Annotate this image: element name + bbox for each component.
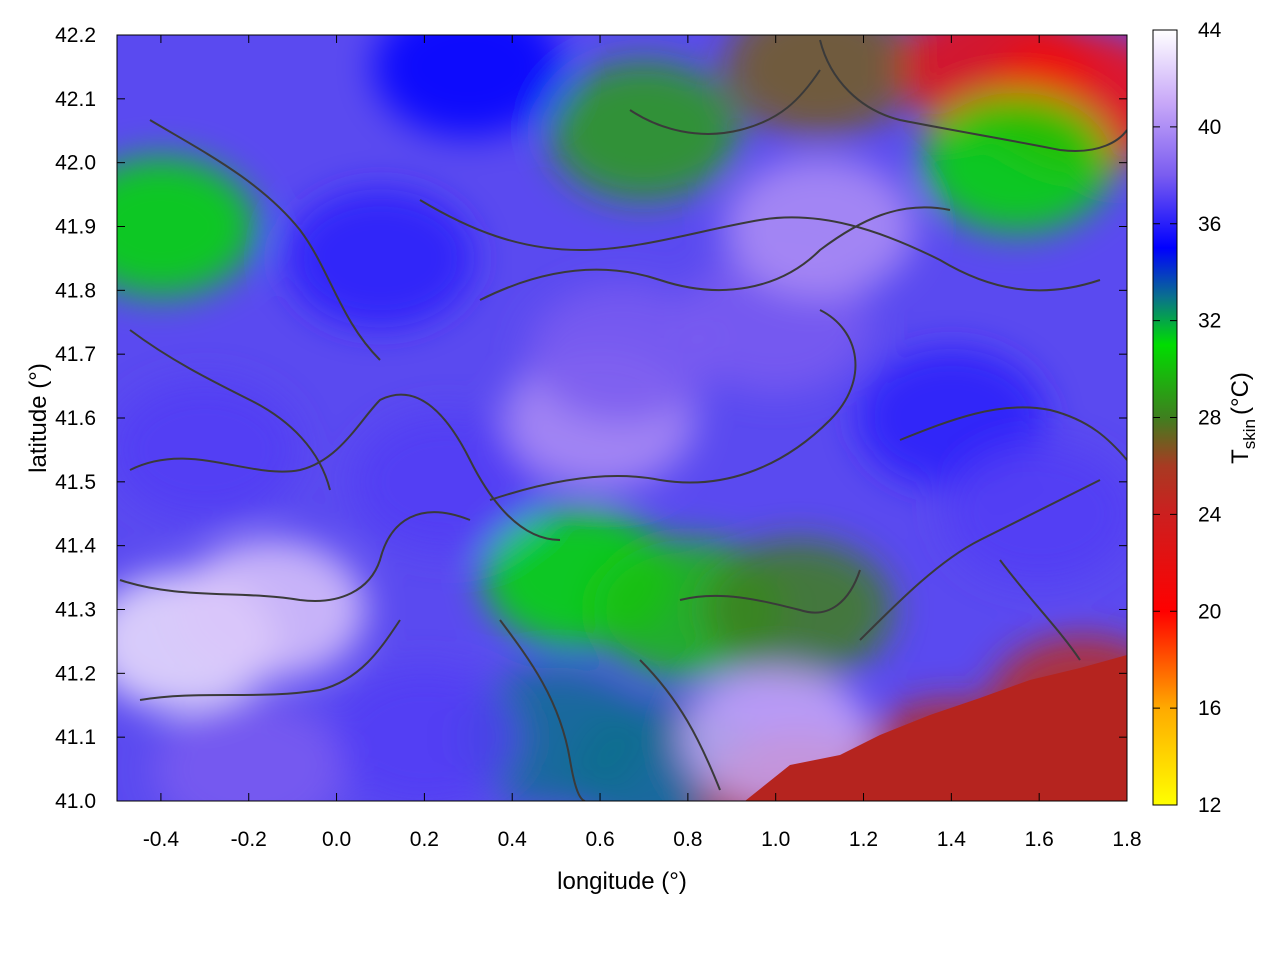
colorbar-tick-label: 12: [1198, 794, 1221, 817]
x-tick-label: 1.8: [1112, 828, 1141, 851]
x-tick-label: 0.6: [585, 828, 614, 851]
contour-line: [899, 406, 1127, 461]
colorbar-tick-label: 24: [1198, 503, 1222, 526]
field-sample: [724, 35, 915, 137]
contour-line: [819, 39, 1127, 152]
y-tick-label: 41.1: [55, 726, 96, 749]
contour-line: [129, 329, 331, 491]
contour-line: [629, 69, 821, 135]
y-tick-label: 42.1: [55, 88, 96, 111]
y-axis: 41.0 41.1 41.2 41.3 41.4 41.5 41.6 41.7 41.8 41.9…: [55, 24, 1127, 813]
x-axis: -0.4 -0.2 0.0 0.2 0.4 0.6 0.8 1.0 1.2 1.4 1.6 1.8: [143, 35, 1142, 851]
y-tick-label: 41.3: [55, 599, 96, 622]
colorbar-tick-label: 44: [1198, 19, 1222, 42]
x-tick-label: 1.2: [849, 828, 878, 851]
field-sample: [724, 156, 915, 297]
y-tick-label: 41.4: [55, 535, 96, 558]
colorbar-title: Tskin (°C): [1227, 372, 1259, 464]
colorbar-title-unit: (°C): [1227, 372, 1254, 415]
contour-lines: [119, 39, 1127, 801]
y-tick-label: 41.5: [55, 471, 96, 494]
y-tick-label: 41.6: [55, 407, 96, 430]
x-tick-label: 1.0: [761, 828, 790, 851]
field-sample: [153, 699, 344, 801]
y-tick-label: 41.0: [55, 790, 96, 813]
field-sample: [329, 667, 520, 801]
contour-line: [149, 119, 381, 361]
colorbar-title-subscript: skin: [1240, 419, 1259, 449]
y-tick-label: 41.8: [55, 279, 96, 302]
x-tick-label: 0.4: [498, 828, 528, 851]
contour-line: [499, 619, 586, 801]
colorbar-tick-label: 36: [1198, 213, 1221, 236]
contour-line: [129, 393, 561, 541]
colorbar-tick-label: 32: [1198, 310, 1221, 333]
x-tick-label: 1.6: [1025, 828, 1054, 851]
field-sample: [527, 284, 717, 425]
contour-line: [119, 511, 471, 602]
contour-line: [679, 569, 861, 614]
field-sample: [117, 379, 300, 520]
contour-line: [859, 479, 1101, 641]
sea-region: [745, 655, 1127, 801]
temperature-field: [117, 35, 1127, 801]
y-tick-label: 41.9: [55, 216, 96, 239]
contour-line: [489, 309, 857, 501]
field-sample: [285, 188, 476, 329]
field-sample: [351, 411, 542, 552]
x-tick-label: 0.2: [410, 828, 439, 851]
contour-line: [479, 206, 951, 301]
sea-polygon: [745, 655, 1127, 801]
y-tick-label: 41.7: [55, 343, 96, 366]
colorbar-tick-label: 40: [1198, 116, 1221, 139]
y-tick-label: 41.2: [55, 662, 96, 685]
colorbar-tick-label: 20: [1198, 600, 1221, 623]
field-sample: [548, 60, 739, 201]
colorbar-ticks: 12 16 20 24 28 32 36 40 44: [1153, 19, 1222, 817]
field-sample: [944, 443, 1127, 584]
field-sample: [175, 539, 366, 680]
colorbar: 12 16 20 24 28 32 36 40 44 Tskin (°C): [1152, 19, 1259, 817]
y-tick-label: 42.2: [55, 24, 96, 47]
colorbar-tick-label: 28: [1198, 407, 1221, 430]
contour-line: [639, 659, 721, 791]
x-tick-label: -0.4: [143, 828, 180, 851]
field-sample: [922, 92, 1113, 233]
x-axis-title: longitude (°): [557, 868, 687, 895]
x-tick-label: -0.2: [231, 828, 267, 851]
field-sample: [373, 35, 564, 137]
y-axis-title: latitude (°): [25, 363, 52, 473]
x-tick-label: 0.8: [673, 828, 702, 851]
plot-area: [116, 34, 1128, 802]
colorbar-tick-label: 16: [1198, 697, 1221, 720]
contour-line: [139, 619, 401, 701]
contour-line: [999, 559, 1081, 661]
contour-line: [419, 199, 1101, 292]
x-tick-label: 1.4: [937, 828, 967, 851]
colorbar-title-main: T: [1227, 449, 1254, 464]
field-sample: [117, 156, 256, 297]
y-tick-label: 42.0: [55, 152, 96, 175]
x-tick-label: 0.0: [322, 828, 351, 851]
